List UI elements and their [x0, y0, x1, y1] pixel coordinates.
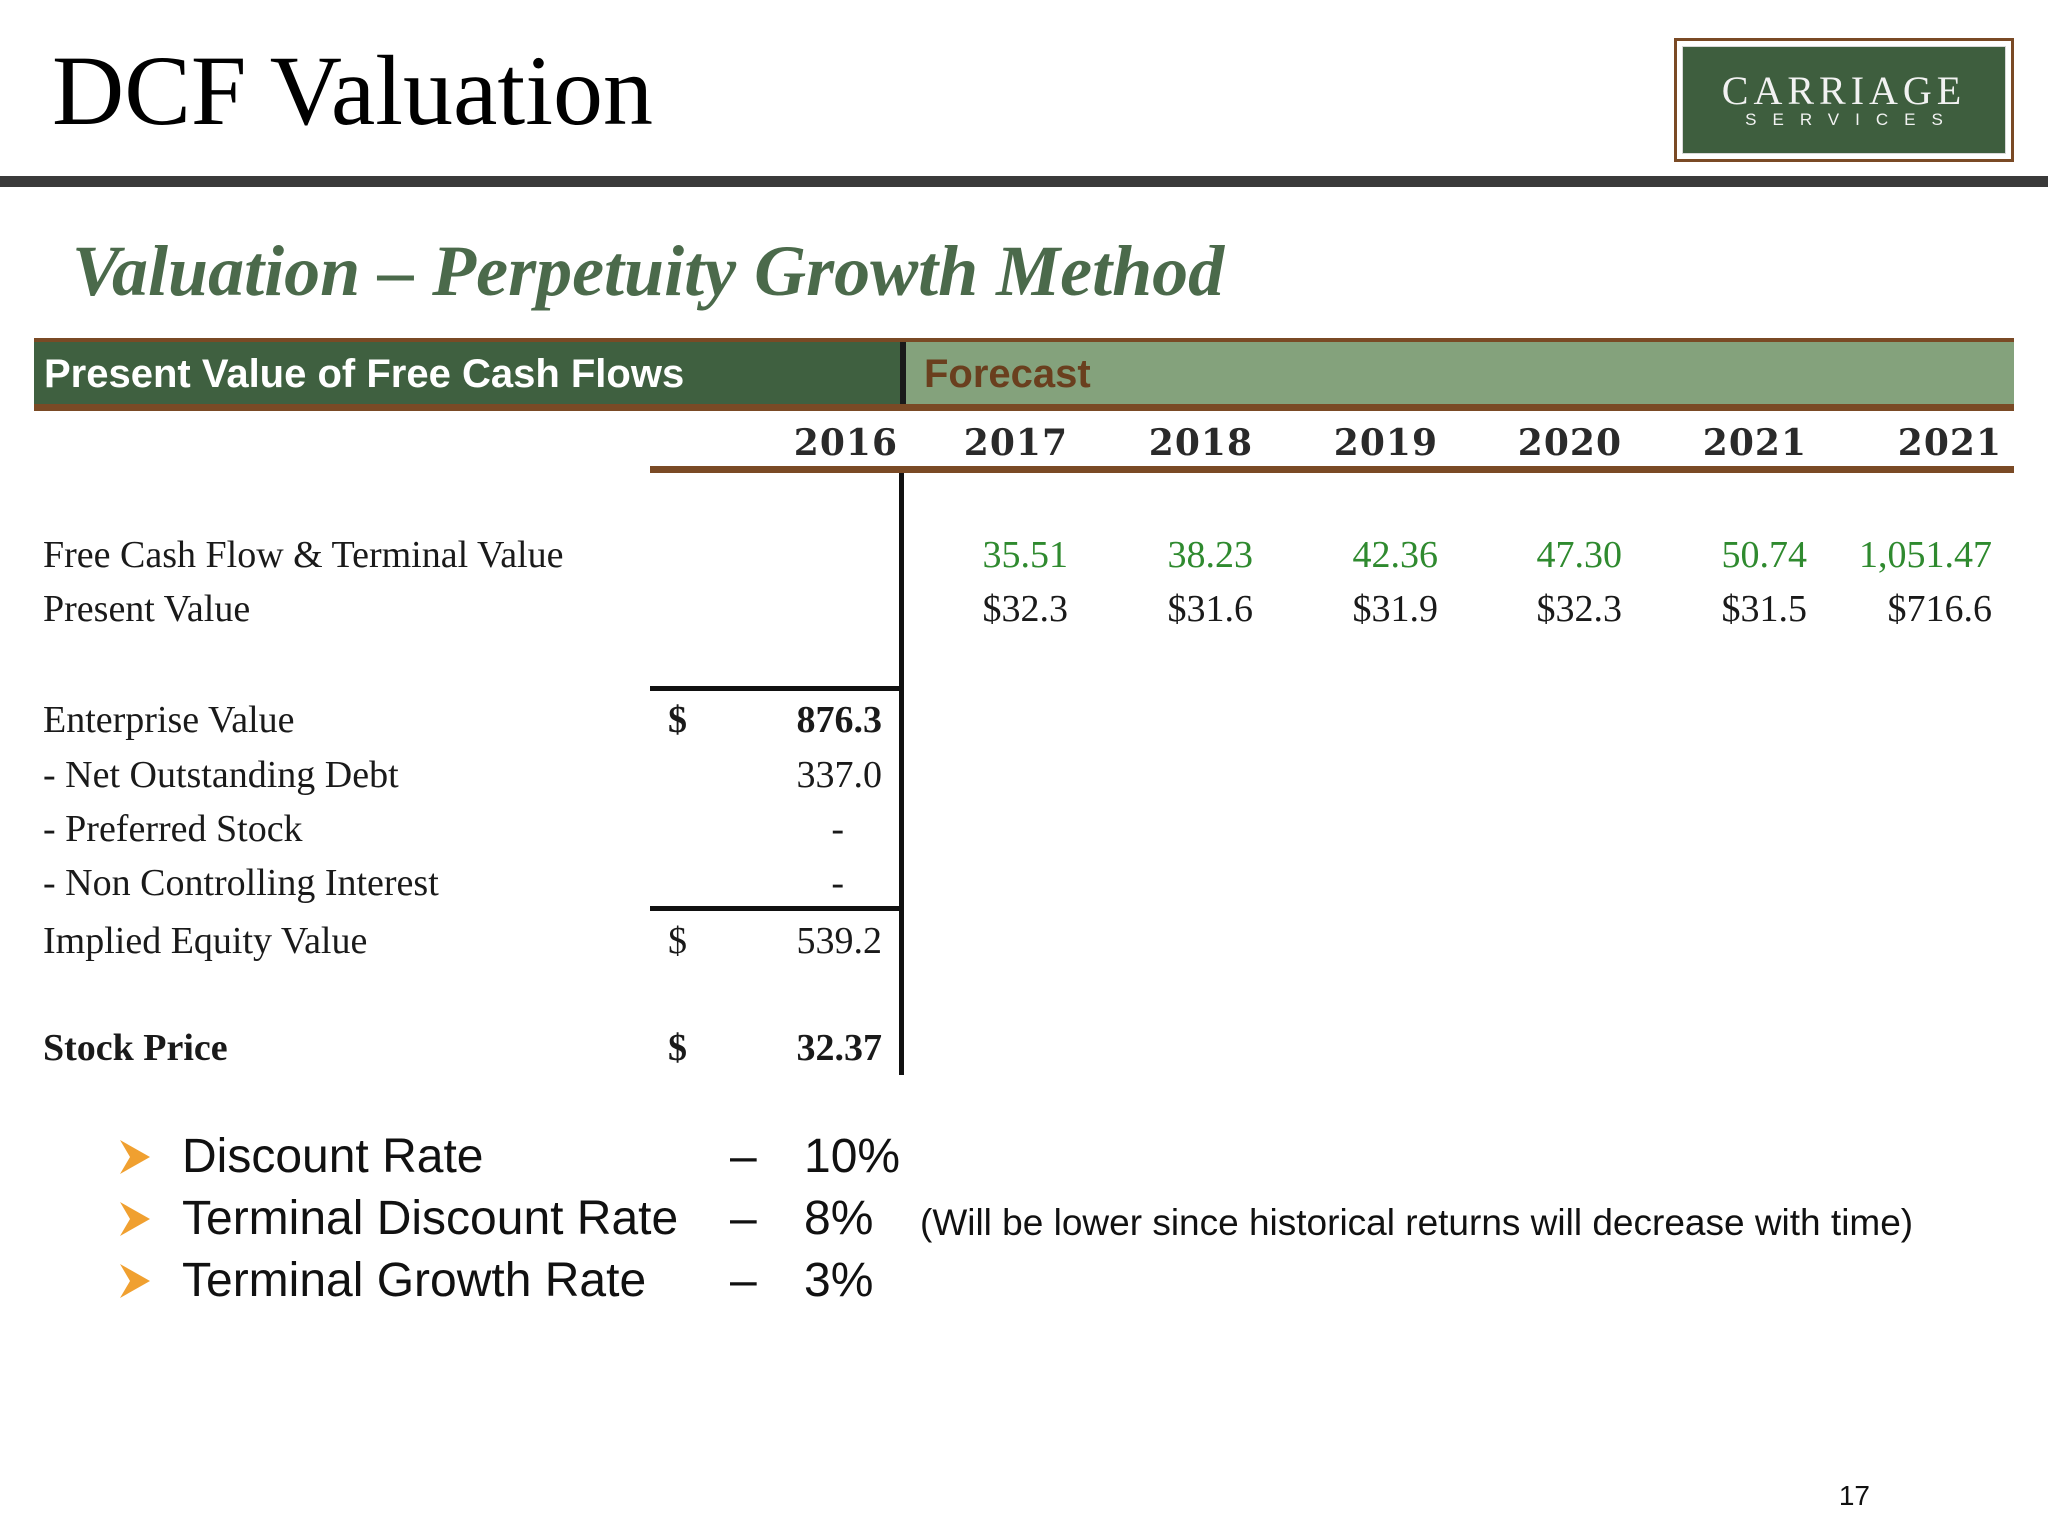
assumption-separator: –: [730, 1254, 757, 1307]
assumption-item: Terminal Discount Rate – 8%: [0, 1188, 2048, 1250]
row-label-fcf: Free Cash Flow & Terminal Value: [43, 534, 564, 576]
assumption-note: (Will be lower since historical returns …: [920, 1202, 1914, 1243]
year-header: 2019: [1333, 422, 1438, 464]
fcf-value: 38.23: [1167, 534, 1254, 576]
forecast-label: Forecast: [924, 352, 1091, 396]
row-label-nci: - Non Controlling Interest: [43, 862, 439, 904]
assumption-separator: –: [730, 1130, 757, 1183]
fcf-value: 50.74: [1721, 534, 1808, 576]
logo-wordmark: CARRIAGE: [1721, 68, 1967, 113]
year-header: 2021: [1897, 422, 2002, 464]
arrow-bullet-icon: [120, 1264, 150, 1298]
header-divider: [0, 176, 2048, 187]
preferred-stock-value: -: [831, 808, 844, 850]
fcf-value: 35.51: [982, 534, 1069, 576]
assumption-item: Discount Rate – 10%: [0, 1126, 2048, 1188]
assumption-value: 10%: [804, 1130, 901, 1183]
arrow-bullet-icon: [120, 1202, 150, 1236]
company-logo: CARRIAGE SERVICES: [1674, 38, 2014, 162]
pv-value: $32.3: [982, 588, 1069, 630]
pv-value: $31.5: [1721, 588, 1808, 630]
page-number: 17: [1838, 1480, 1870, 1511]
summary-mid-rule: [650, 906, 900, 911]
row-label-preferred-stock: - Preferred Stock: [43, 808, 303, 850]
pv-value: $31.9: [1352, 588, 1439, 630]
net-debt-value: 337.0: [796, 754, 883, 796]
table-vertical-divider: [899, 473, 904, 1075]
fcf-value: 47.30: [1536, 534, 1623, 576]
pv-value: $31.6: [1167, 588, 1254, 630]
row-label-net-debt: - Net Outstanding Debt: [43, 754, 399, 796]
year-header: 2016: [793, 422, 898, 464]
year-header: 2017: [963, 422, 1068, 464]
fcf-value: 1,051.47: [1859, 534, 1992, 576]
assumption-value: 3%: [804, 1254, 874, 1307]
implied-equity-value: 539.2: [796, 920, 883, 962]
enterprise-value-currency: $: [668, 699, 687, 741]
fcf-value: 42.36: [1352, 534, 1439, 576]
assumption-label: Terminal Growth Rate: [182, 1254, 647, 1307]
row-label-enterprise-value: Enterprise Value: [43, 699, 295, 741]
assumption-item: Terminal Growth Rate – 3%: [0, 1250, 2048, 1312]
year-header-rule: [650, 466, 2014, 473]
enterprise-value: 876.3: [796, 699, 883, 741]
page-title: DCF Valuation: [52, 35, 653, 146]
table-band-top-rule: [34, 338, 2014, 342]
logo-plate: CARRIAGE SERVICES: [1682, 46, 2006, 154]
stock-price-currency: $: [668, 1027, 687, 1069]
pv-value: $716.6: [1887, 588, 1993, 630]
assumption-value: 8%: [804, 1192, 874, 1245]
table-band-divider: [900, 342, 906, 404]
year-header: 2018: [1148, 422, 1253, 464]
row-label-implied-equity: Implied Equity Value: [43, 920, 368, 962]
summary-top-rule: [650, 686, 900, 691]
implied-equity-currency: $: [668, 920, 687, 962]
table-band-bottom-rule: [34, 404, 2014, 411]
table-band-right: [906, 342, 2014, 404]
row-label-stock-price: Stock Price: [43, 1027, 228, 1069]
year-header: 2020: [1517, 422, 1622, 464]
arrow-bullet-icon: [120, 1140, 150, 1174]
section-subtitle: Valuation – Perpetuity Growth Method: [72, 231, 1225, 311]
stock-price-value: 32.37: [796, 1027, 883, 1069]
table-section-label: Present Value of Free Cash Flows: [44, 352, 685, 396]
pv-value: $32.3: [1536, 588, 1623, 630]
assumption-label: Discount Rate: [182, 1130, 484, 1183]
assumption-separator: –: [730, 1192, 757, 1245]
logo-subtext: SERVICES: [1745, 110, 1959, 129]
assumption-label: Terminal Discount Rate: [182, 1192, 679, 1245]
row-label-pv: Present Value: [43, 588, 251, 630]
table-band-left: [34, 342, 900, 404]
nci-value: -: [831, 862, 844, 904]
year-header: 2021: [1702, 422, 1807, 464]
